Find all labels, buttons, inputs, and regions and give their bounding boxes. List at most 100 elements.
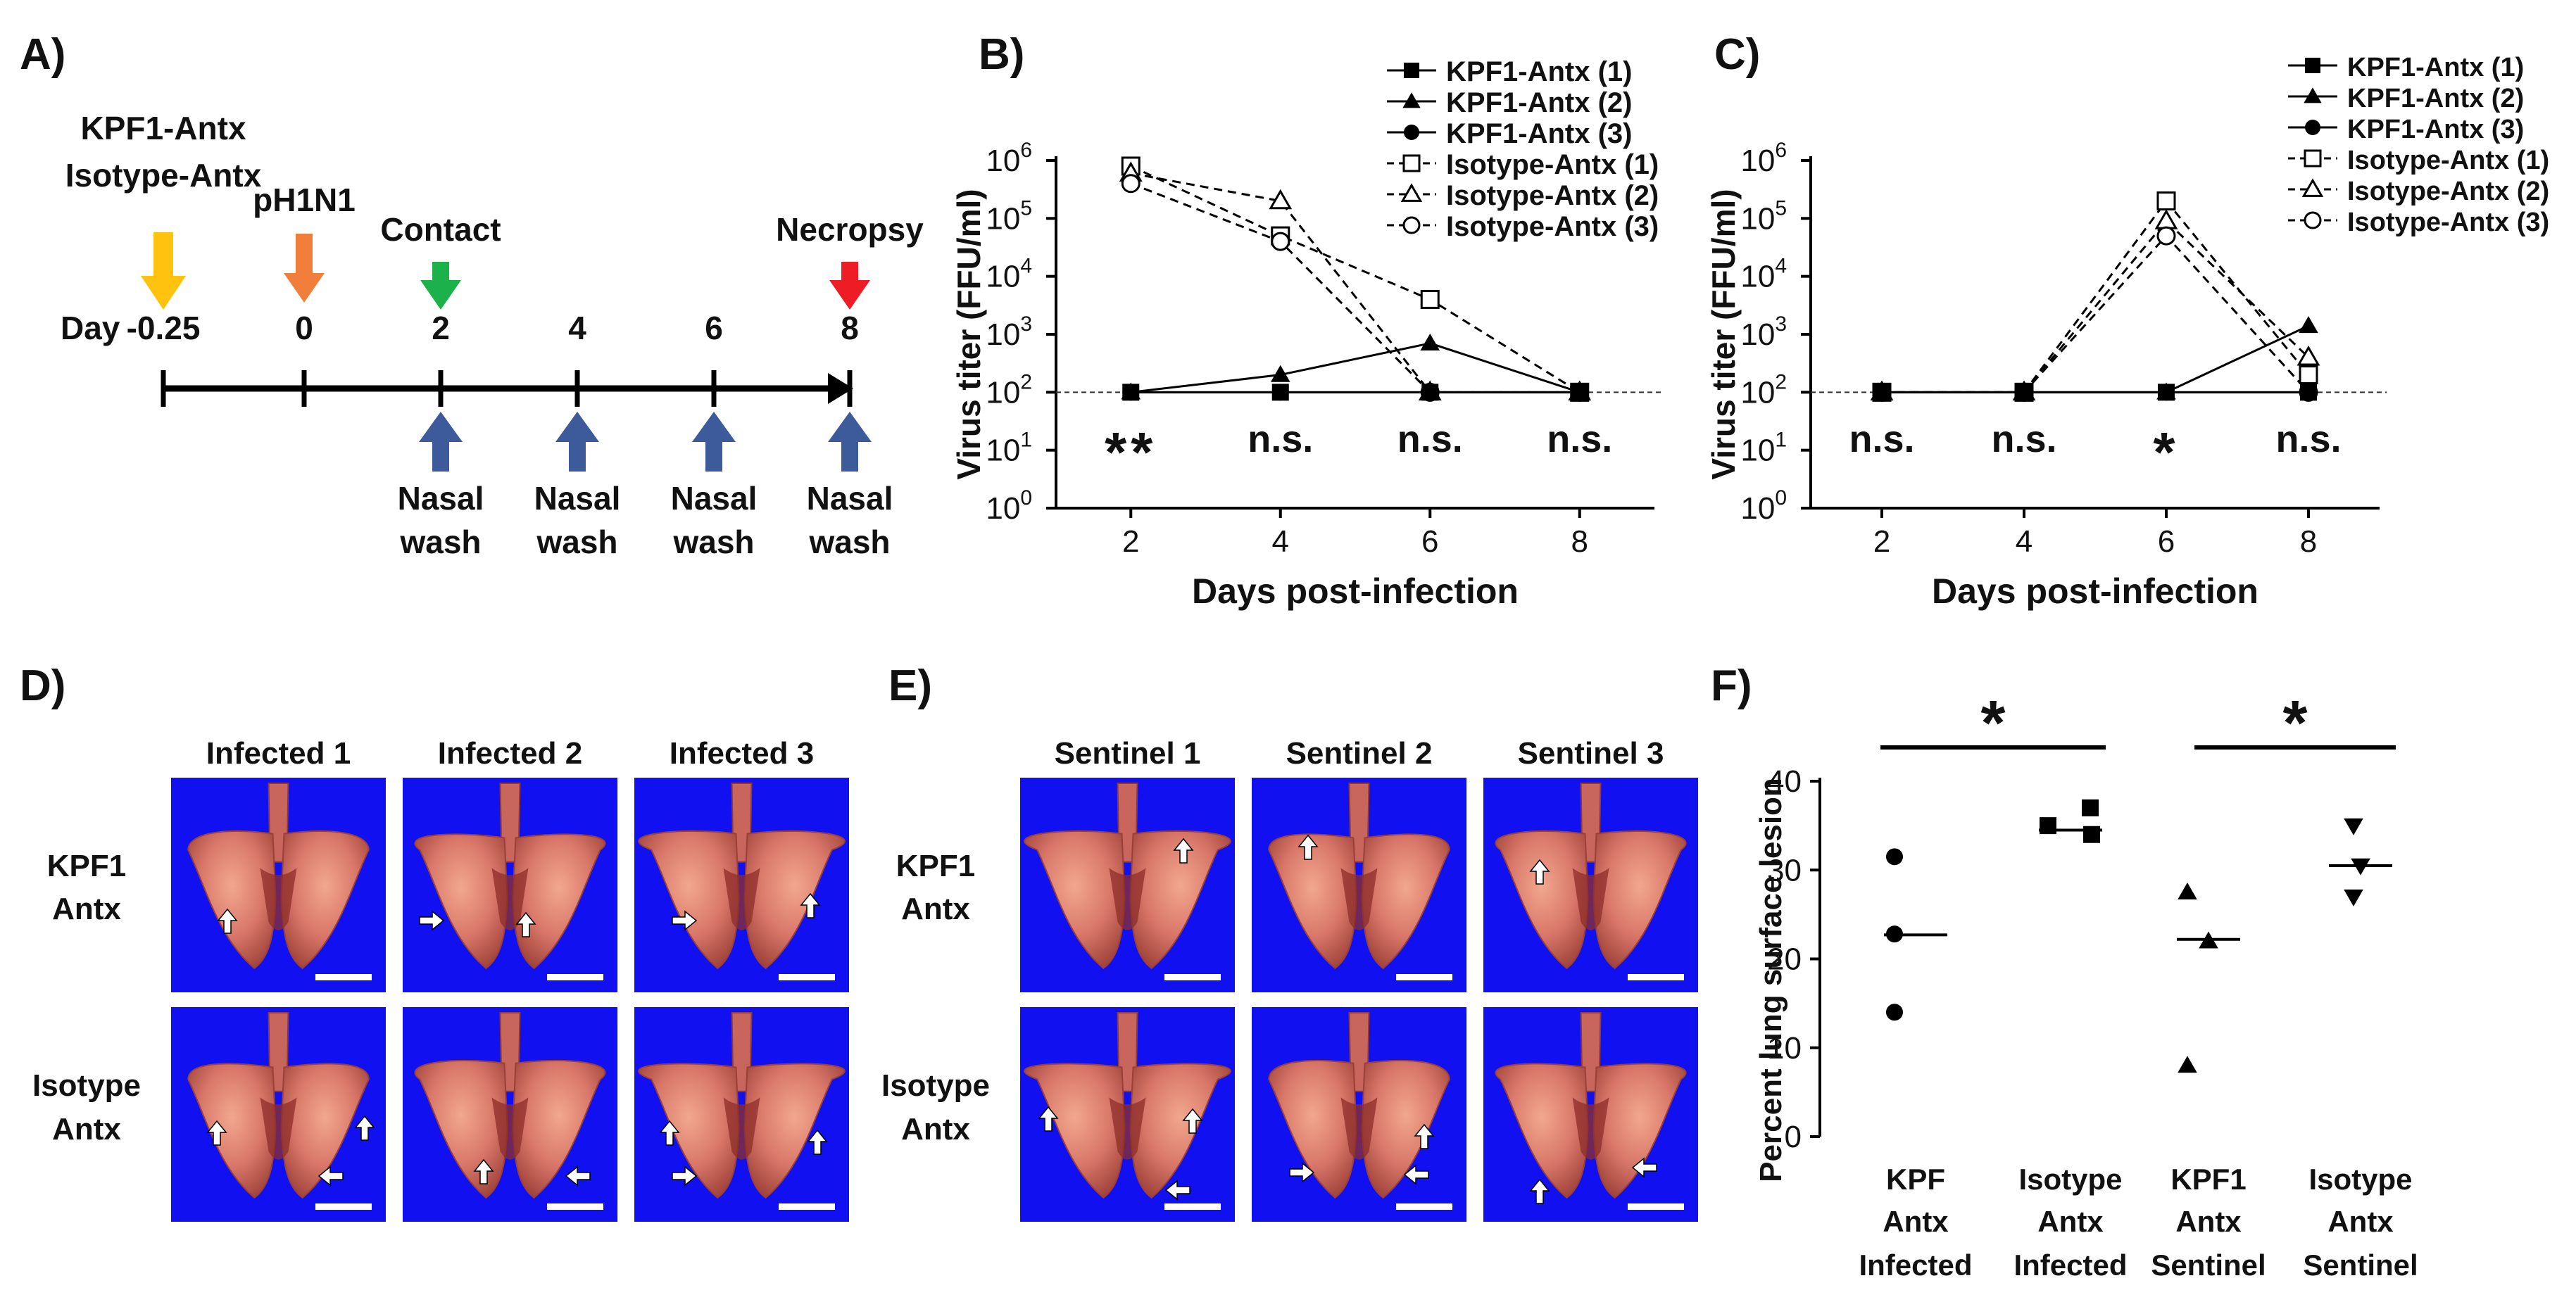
- x-tick-label: 2: [1873, 524, 1890, 559]
- lesion-arrow-icon: [1289, 1162, 1315, 1183]
- lesion-arrow-icon: [565, 1165, 591, 1187]
- treatment-label-kpf1: KPF1-Antx: [80, 110, 246, 146]
- y-tick-label: 40: [1767, 764, 1802, 799]
- significance-label: n.s.: [1248, 418, 1313, 460]
- significance-label: n.s.: [1397, 418, 1463, 460]
- legend-marker: [1400, 183, 1423, 202]
- lesion-arrow-icon: [515, 911, 536, 937]
- day-tick-label: 8: [841, 310, 859, 346]
- nasal-wash-arrow-icon: [419, 412, 463, 472]
- scale-bar: [1628, 974, 1684, 980]
- y-tick-label: 0: [1785, 1120, 1802, 1154]
- category-label: KPF1: [2170, 1163, 2246, 1196]
- lesion-arrow-icon: [1414, 1123, 1435, 1149]
- significance-label: n.s.: [1991, 418, 2056, 460]
- data-point: [2156, 191, 2176, 211]
- nasal-wash-label: Nasal: [398, 480, 484, 517]
- column-label: Infected 2: [438, 736, 582, 771]
- legend-marker: [2305, 120, 2320, 135]
- significance-label: *: [2282, 688, 2307, 759]
- x-tick-label: 2: [1122, 524, 1139, 559]
- scale-bar: [779, 974, 835, 980]
- scale-bar: [1396, 974, 1452, 980]
- x-axis-label: Days post-infection: [1932, 571, 2258, 611]
- series-line: [1882, 324, 2309, 393]
- x-tick-label: 8: [2300, 524, 2317, 559]
- event-label-infection: pH1N1: [253, 182, 356, 218]
- column-label: Infected 1: [206, 736, 351, 771]
- scale-bar: [1628, 1203, 1684, 1210]
- significance-label: n.s.: [2275, 418, 2341, 460]
- series-line: [1882, 234, 2310, 393]
- x-tick-label: 4: [2016, 524, 2032, 559]
- legend-marker: [1402, 154, 1421, 172]
- lung-left-lobe: [1268, 1059, 1357, 1199]
- day-tick-label: 6: [705, 310, 723, 346]
- legend-entry: KPF1-Antx (3): [1446, 118, 1632, 149]
- infection-arrow-icon: [284, 234, 325, 303]
- data-point: [2297, 345, 2320, 366]
- nasal-wash-label: Nasal: [534, 480, 621, 517]
- data-point: [1271, 384, 1289, 401]
- legend-marker: [1404, 125, 1419, 140]
- day-tick-label: 2: [432, 310, 450, 346]
- scale-bar: [315, 1203, 372, 1210]
- lesion-arrow-icon: [1182, 1108, 1203, 1134]
- lung-photos-infected: Infected 1 Infected 2 Infected 3 KPF1 Antx Is…: [32, 736, 849, 1222]
- lesion-arrow-icon: [1164, 1180, 1190, 1201]
- heart-region: [723, 868, 760, 930]
- lesion-arrow-icon: [206, 1120, 227, 1146]
- legend-entry: Isotype-Antx (1): [2347, 146, 2549, 175]
- lesion-arrow-icon: [1038, 1106, 1059, 1132]
- day-label: Day: [61, 310, 120, 346]
- nasal-wash-label: Nasal: [671, 480, 758, 517]
- lesion-arrow-icon: [672, 910, 698, 931]
- y-tick-label: 102: [1740, 370, 1787, 410]
- y-tick-label: 20: [1767, 942, 1802, 977]
- lung-right-lobe: [743, 1063, 846, 1199]
- y-tick-label: 101: [1740, 429, 1787, 468]
- treatment-arrow-icon: [141, 232, 186, 310]
- y-tick-label: 105: [1740, 196, 1787, 236]
- lung-right-lobe: [1592, 830, 1687, 970]
- scale-bar: [1164, 974, 1221, 980]
- data-point: [2299, 365, 2318, 385]
- column-label: Sentinel 2: [1286, 736, 1433, 771]
- legend-marker: [1402, 216, 1421, 234]
- y-tick-label: 105: [986, 196, 1032, 236]
- nasal-wash-label: wash: [808, 524, 890, 560]
- panel-label-c: C): [1714, 30, 1760, 79]
- legend-entry: KPF1-Antx (2): [2347, 84, 2524, 113]
- lesion-arrow-icon: [473, 1158, 494, 1184]
- data-point: [1421, 384, 1439, 401]
- heart-region: [1340, 868, 1378, 930]
- row-label: KPF1: [47, 849, 126, 883]
- series-line: [1882, 219, 2310, 393]
- legend-marker: [2304, 211, 2322, 229]
- legend-marker: [2304, 149, 2322, 168]
- y-tick-label: 103: [986, 312, 1032, 352]
- lesion-arrow-icon: [672, 1165, 698, 1187]
- y-axis-label: Virus titer (FFU/ml): [1705, 189, 1742, 479]
- data-point: [2351, 858, 2370, 876]
- row-label: KPF1: [896, 849, 975, 883]
- data-point: [1271, 232, 1290, 251]
- y-axis-label: Virus titer (FFU/ml): [950, 189, 987, 479]
- data-point: [1122, 384, 1140, 401]
- lung-right-lobe: [1129, 830, 1231, 970]
- lesion-arrow-icon: [1403, 1164, 1429, 1185]
- lung-right-lobe: [512, 833, 606, 970]
- lesion-arrow-icon: [354, 1115, 375, 1141]
- data-point: [2158, 384, 2175, 401]
- timeline-arrowhead-icon: [828, 373, 853, 404]
- lung-right-lobe: [1361, 833, 1450, 970]
- data-point: [2344, 818, 2363, 835]
- row-label: Antx: [52, 1112, 121, 1146]
- lesion-arrow-icon: [1529, 1178, 1550, 1204]
- significance-label: n.s.: [1849, 418, 1914, 460]
- lesion-arrow-icon: [807, 1129, 828, 1155]
- heart-region: [260, 1097, 297, 1160]
- lung-left-lobe: [638, 830, 740, 970]
- lung-right-lobe: [1129, 1063, 1231, 1199]
